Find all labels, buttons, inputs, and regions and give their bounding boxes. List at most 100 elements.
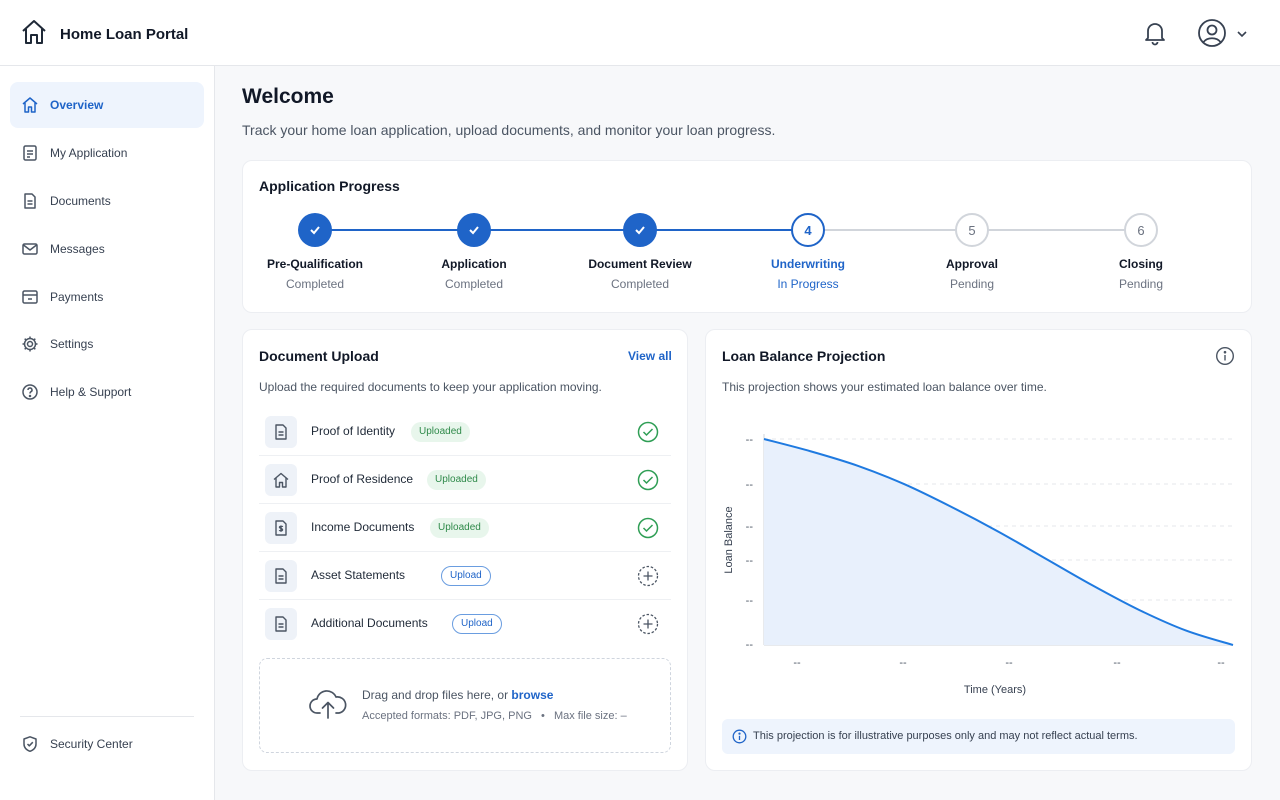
projection-title: Loan Balance Projection [722,348,886,364]
check-circle-icon [637,421,659,443]
user-menu[interactable] [1196,17,1248,54]
check-icon [635,226,645,235]
x-tick-label: -- [1217,657,1225,669]
document-row-asset-statements[interactable]: Asset Statements Upload [259,552,671,600]
dollar-document-icon [265,512,297,544]
application-progress-card [242,160,1252,313]
projection-description: This projection shows your estimated loa… [722,380,1047,394]
sidebar-item-overview[interactable]: Overview [10,82,204,128]
file-dropzone[interactable]: Drag and drop files here, or browse Acce… [259,658,671,753]
status-badge: Uploaded [411,422,470,442]
brand[interactable]: Home Loan Portal [20,18,188,51]
loan-balance-chart: -- -- -- -- -- -- -- -- -- -- -- Time (Years) Loan B… [723,434,1234,696]
dropzone-constraints: Accepted formats: PDF, JPG, PNG • Max fi… [362,710,627,722]
progress-title: Application Progress [259,178,400,194]
home-icon [20,95,40,115]
sidebar-item-settings[interactable]: Settings [10,321,204,367]
check-circle-icon [637,517,659,539]
document-name: Asset Statements [311,568,406,582]
y-tick-label: -- [746,555,754,567]
document-icon [20,191,40,211]
check-icon [310,226,320,235]
step-4-status: In Progress [777,277,839,291]
bell-icon[interactable] [1142,20,1168,46]
document-row-additional-documents[interactable]: Additional Documents Upload [259,600,671,648]
document-name: Proof of Identity [311,424,396,438]
help-icon [20,382,40,402]
step-1-circle [298,213,332,247]
wallet-icon [20,287,40,307]
add-circle-icon[interactable] [637,613,659,635]
x-tick-label: -- [1113,657,1121,669]
sidebar-item-label: Messages [50,242,105,256]
accepted-formats: Accepted formats: PDF, JPG, PNG [362,710,532,722]
status-badge: Uploaded [427,470,486,490]
shield-icon [20,734,40,754]
separator-dot: • [541,710,545,722]
check-icon [469,226,479,235]
clipboard-icon [20,143,40,163]
document-row-income-documents[interactable]: Income Documents Uploaded [259,504,671,552]
gear-icon [20,334,40,354]
x-axis-label: Time (Years) [964,684,1026,696]
step-5-label: Approval [945,257,998,271]
step-2-label: Application [441,257,507,271]
y-tick-label: -- [746,521,754,533]
document-row-proof-of-identity[interactable]: Proof of Identity Uploaded [259,408,671,456]
step-1-status: Completed [285,277,345,291]
app-title: Home Loan Portal [60,26,189,43]
status-badge: Uploaded [430,518,489,538]
document-name: Proof of Residence [311,472,414,486]
home-icon [265,464,297,496]
sidebar-item-messages[interactable]: Messages [10,226,204,272]
view-all-link[interactable]: View all [628,349,672,363]
sidebar-item-my-application[interactable]: My Application [10,130,204,176]
sidebar-item-label: Settings [50,337,94,351]
step-2-status: Completed [444,277,504,291]
upload-button[interactable]: Upload [452,614,502,634]
add-circle-icon[interactable] [637,565,659,587]
upload-button[interactable]: Upload [441,566,491,586]
step-4-label: Underwriting [771,257,845,271]
area-fill [764,439,1233,645]
document-name: Income Documents [311,520,415,534]
dropzone-prefix: Drag and drop files here, or [362,688,512,702]
sidebar-item-documents[interactable]: Documents [10,178,204,224]
info-icon[interactable] [1215,346,1235,366]
x-tick-label: -- [1005,657,1013,669]
sidebar-item-payments[interactable]: Payments [10,274,204,320]
info-icon [732,729,747,744]
series-line [763,438,1234,646]
x-tick-label: -- [793,657,801,669]
page-subtitle: Track your home loan application, upload… [242,122,776,138]
document-upload-title: Document Upload [259,348,379,364]
x-tick-label: -- [899,657,907,669]
check-circle-icon [637,469,659,491]
step-5-circle: 5 [955,213,989,247]
sidebar-item-security-center[interactable]: Security Center [10,721,204,767]
document-icon [265,608,297,640]
browse-link[interactable]: browse [511,688,554,702]
sidebar-item-label: Documents [50,194,111,208]
sidebar-item-label: Overview [50,98,104,112]
step-2-circle [457,213,491,247]
y-tick-label: -- [746,479,754,491]
projection-disclaimer: This projection is for illustrative purp… [722,719,1235,754]
stepper-line-complete [315,229,808,231]
sidebar-item-label: My Application [50,146,128,160]
disclaimer-text: This projection is for illustrative purp… [753,730,1138,742]
step-6-circle: 6 [1124,213,1158,247]
document-upload-description: Upload the required documents to keep yo… [259,380,602,394]
step-4-circle: 4 [791,213,825,247]
top-header: Home Loan Portal [0,0,1280,66]
document-row-proof-of-residence[interactable]: Proof of Residence Uploaded [259,456,671,504]
step-5-status: Pending [949,277,995,291]
document-name: Additional Documents [311,616,428,630]
y-tick-label: -- [746,595,754,607]
sidebar: Overview My Application Documents Messag… [0,66,215,800]
chevron-down-icon [1236,27,1248,45]
step-6-status: Pending [1118,277,1164,291]
cloud-upload-icon [308,687,348,726]
sidebar-item-help-support[interactable]: Help & Support [10,369,204,415]
sidebar-item-label: Security Center [50,737,133,751]
